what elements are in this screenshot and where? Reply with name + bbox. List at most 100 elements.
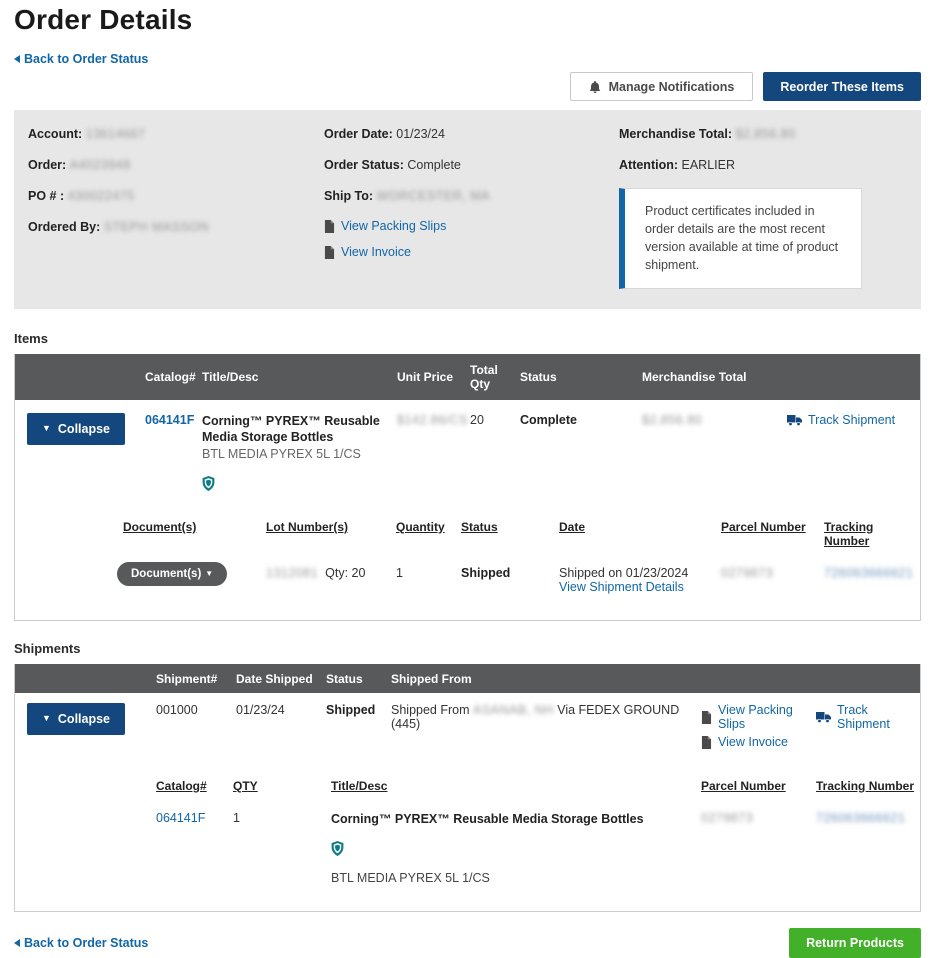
qty-header: QTY [233,779,258,793]
col-unit-price: Unit Price [397,370,454,384]
items-table-header: Catalog# Title/Desc Unit Price Total Qty… [15,354,920,400]
order-value: A4023948 [69,158,131,172]
truck-icon [816,711,831,723]
parcel-number-value: 0279873 [701,811,754,825]
order-summary-panel: Account: 13614667 Order: A4023948 PO # :… [14,110,921,309]
collapse-items-button[interactable]: ▼ Collapse [27,413,125,445]
back-link-label: Back to Order Status [24,936,149,950]
document-icon [324,219,335,233]
track-shipment-label: Track Shipment [808,413,896,427]
shipment-item-title: Corning™ PYREX™ Reusable Media Storage B… [331,812,644,826]
merchandise-total-label: Merchandise Total: [619,127,732,141]
shipment-view-invoice-link[interactable]: View Invoice [718,735,788,749]
col-ship-status: Status [326,671,363,686]
ship-to-value: WORCESTER, MA [376,189,490,203]
col-shipment-number: Shipment# [156,671,218,686]
shipment-catalog-link[interactable]: 064141F [156,811,206,825]
view-packing-slips-link[interactable]: View Packing Slips [341,219,447,233]
catalog-header: Catalog# [156,779,207,793]
certificate-shield-icon[interactable] [331,841,344,856]
items-table: Catalog# Title/Desc Unit Price Total Qty… [14,354,921,621]
shipment-view-packing-slips-link[interactable]: View Packing Slips [718,703,793,731]
item-row: ▼ Collapse 064141F Corning™ PYREX™ Reusab… [15,400,920,494]
date-header: Date [559,520,586,534]
back-to-order-status-link[interactable]: Back to Order Status [14,52,148,66]
item-catalog-link[interactable]: 064141F [145,413,195,427]
parcel-number-header: Parcel Number [701,779,786,793]
unit-price-value: $142.86/CS [397,413,469,427]
shipments-detail-header: Catalog# QTY Title/Desc Parcel Number Tr… [15,779,920,793]
reorder-label: Reorder These Items [780,79,904,94]
col-total-qty: Total Qty [470,363,498,391]
col-catalog: Catalog# [145,370,196,384]
order-status-value: Complete [407,158,461,172]
item-title: Corning™ PYREX™ Reusable Media Storage B… [202,414,380,444]
attention-label: Attention: [619,158,679,172]
parcel-number-header: Parcel Number [721,520,806,534]
shipment-row: ▼ Collapse 001000 01/23/24 Shipped Shippe… [15,693,920,753]
shipments-table: Shipment# Date Shipped Status Shipped Fr… [14,664,921,912]
product-certificates-note: Product certificates included in order d… [619,188,862,289]
shipment-item-desc: BTL MEDIA PYREX 5L 1/CS [331,871,490,885]
lot-qty: Qty: 20 [325,566,366,580]
shipped-from-prefix: Shipped From [391,703,470,717]
items-detail-header: Document(s) Lot Number(s) Quantity Statu… [15,520,920,548]
back-arrow-icon [14,939,20,947]
merchandise-total-value: $2,856.80 [735,127,796,141]
shipments-table-header: Shipment# Date Shipped Status Shipped Fr… [15,664,920,693]
documents-header: Document(s) [123,520,197,534]
quantity-header: Quantity [396,520,445,534]
manage-notifications-button[interactable]: Manage Notifications [569,72,754,101]
ordered-by-label: Ordered By: [28,220,101,234]
shipped-on-date: Shipped on 01/23/2024 [559,566,689,580]
shipments-detail-row: 064141F 1 Corning™ PYREX™ Reusable Media… [15,811,920,885]
shipment-number-value: 001000 [156,703,198,717]
view-shipment-details-link[interactable]: View Shipment Details [559,580,684,594]
chevron-down-icon: ▼ [205,569,214,578]
shipment-status-value: Shipped [326,703,376,717]
return-products-button[interactable]: Return Products [789,928,921,958]
lot-numbers-header: Lot Number(s) [266,520,348,534]
date-shipped-value: 01/23/24 [236,703,285,717]
item-status: Complete [520,413,577,427]
shipment-qty-value: 1 [233,811,240,825]
items-section-label: Items [14,331,48,346]
reorder-these-items-button[interactable]: Reorder These Items [763,72,921,101]
po-number-value: 430022475 [67,189,135,203]
lot-number-value: 1312081 [266,566,319,580]
truck-icon [787,414,802,426]
col-shipped-from: Shipped From [391,671,472,686]
back-arrow-icon [14,55,20,63]
shipped-from-suffix: Via FEDEX GROUND (445) [391,703,680,731]
status-header: Status [461,520,498,534]
chevron-down-icon: ▼ [41,713,51,723]
order-date-label: Order Date: [324,127,393,141]
collapse-shipments-button[interactable]: ▼ Collapse [27,703,125,735]
documents-dropdown-button[interactable]: Document(s) ▼ [117,562,228,586]
detail-status: Shipped [461,566,511,580]
collapse-label: Collapse [57,712,111,726]
item-desc: BTL MEDIA PYREX 5L 1/CS [202,447,361,461]
shipment-track-shipment-link[interactable]: Track Shipment [816,703,920,731]
document-icon [701,710,712,724]
tracking-number-link[interactable]: 726063666621 [824,566,914,580]
account-label: Account: [28,127,83,141]
documents-dropdown-label: Document(s) [131,568,202,580]
items-detail-row: Document(s) ▼ 1312081 Qty: 20 1 Shipped S… [15,562,920,594]
ship-to-label: Ship To: [324,189,374,203]
tracking-number-link[interactable]: 726063666621 [816,811,906,825]
account-value: 13614667 [85,127,146,141]
shipped-from-value: ASANAB, NH [473,703,554,717]
manage-notifications-label: Manage Notifications [608,79,735,94]
collapse-label: Collapse [57,422,111,436]
certificate-shield-icon[interactable] [202,476,215,491]
col-title-desc: Title/Desc [202,370,259,384]
parcel-number-value: 0279873 [721,566,774,580]
track-shipment-link[interactable]: Track Shipment [787,413,895,427]
view-invoice-link[interactable]: View Invoice [341,245,411,259]
order-label: Order: [28,158,67,172]
order-date-value: 01/23/24 [396,127,445,141]
ordered-by-value: STEPH MASSON [103,220,210,234]
title-desc-header: Title/Desc [331,779,388,793]
back-to-order-status-link-bottom[interactable]: Back to Order Status [14,936,148,950]
